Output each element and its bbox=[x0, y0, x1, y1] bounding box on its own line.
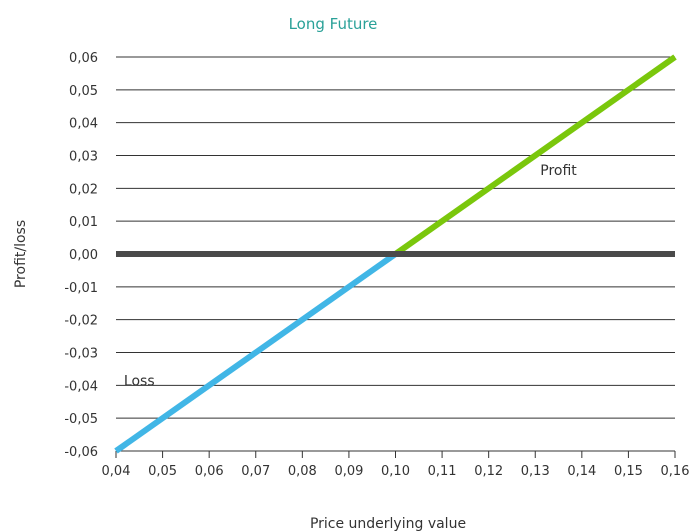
y-tick-label: 0,04 bbox=[69, 117, 98, 132]
annotation-loss: Loss bbox=[124, 373, 155, 389]
x-tick-label: 0,07 bbox=[241, 464, 270, 479]
x-tick-label: 0,05 bbox=[148, 464, 177, 479]
y-tick-label: -0,02 bbox=[64, 314, 98, 329]
profit-series-line bbox=[393, 54, 677, 257]
y-axis-ticks: 0,06 0,05 0,04 0,03 0,02 0,01 0,00 -0,01 -0,02 -0… bbox=[64, 51, 98, 460]
series-lines bbox=[114, 54, 677, 454]
x-axis-label: Price underlying value bbox=[310, 516, 466, 532]
y-tick-label: -0,04 bbox=[64, 379, 98, 394]
y-axis-label: Profit/loss bbox=[13, 220, 29, 288]
x-tick-label: 0,16 bbox=[661, 464, 690, 479]
y-tick-label: -0,05 bbox=[64, 412, 98, 427]
x-tick-label: 0,14 bbox=[567, 464, 596, 479]
x-tick-label: 0,15 bbox=[614, 464, 643, 479]
x-tick-label: 0,13 bbox=[521, 464, 550, 479]
x-tick-label: 0,08 bbox=[288, 464, 317, 479]
loss-series-line bbox=[114, 251, 398, 454]
x-tick-label: 0,12 bbox=[474, 464, 503, 479]
x-tick-label: 0,04 bbox=[102, 464, 131, 479]
y-tick-label: -0,01 bbox=[64, 281, 98, 296]
y-tick-label: 0,05 bbox=[69, 84, 98, 99]
y-tick-label: 0,02 bbox=[69, 182, 98, 197]
y-tick-label: 0,00 bbox=[69, 248, 98, 263]
annotations: Profit Loss bbox=[124, 163, 577, 389]
x-tick-label: 0,10 bbox=[381, 464, 410, 479]
chart-title: Long Future bbox=[289, 15, 378, 33]
y-tick-label: 0,01 bbox=[69, 215, 98, 230]
x-tick-label: 0,11 bbox=[428, 464, 457, 479]
y-tick-label: -0,06 bbox=[64, 445, 98, 460]
annotation-profit: Profit bbox=[540, 163, 577, 179]
y-tick-label: 0,06 bbox=[69, 51, 98, 66]
x-tick-label: 0,06 bbox=[195, 464, 224, 479]
y-tick-label: -0,03 bbox=[64, 347, 98, 362]
x-tick-label: 0,09 bbox=[334, 464, 363, 479]
x-axis-ticks: 0,04 0,05 0,06 0,07 0,08 0,09 0,10 0,11 0,12 0,13… bbox=[102, 451, 690, 479]
y-tick-label: 0,03 bbox=[69, 150, 98, 165]
